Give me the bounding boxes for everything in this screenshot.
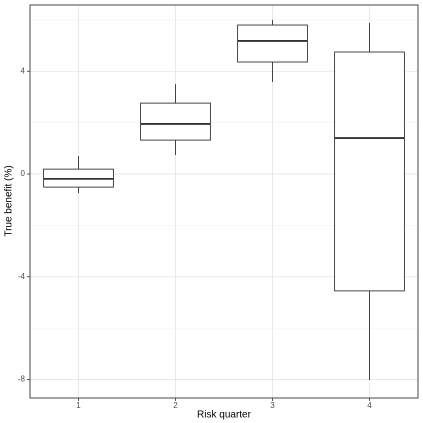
x-axis-title: Risk quarter — [197, 410, 252, 421]
box — [237, 24, 308, 63]
y-tick-label: 4 — [21, 66, 26, 75]
x-tick-label: 3 — [270, 401, 275, 410]
box — [334, 51, 405, 292]
x-tick-label: 1 — [76, 401, 81, 410]
y-tick-label: -4 — [18, 272, 26, 281]
y-tick-label: 0 — [21, 169, 26, 178]
box — [140, 102, 211, 141]
y-tick-label: -8 — [18, 375, 26, 384]
y-axis-title: True benefit (%) — [4, 165, 15, 236]
x-tick-label: 2 — [173, 401, 178, 410]
panel-border — [29, 4, 419, 399]
x-tick-label: 4 — [367, 401, 372, 410]
